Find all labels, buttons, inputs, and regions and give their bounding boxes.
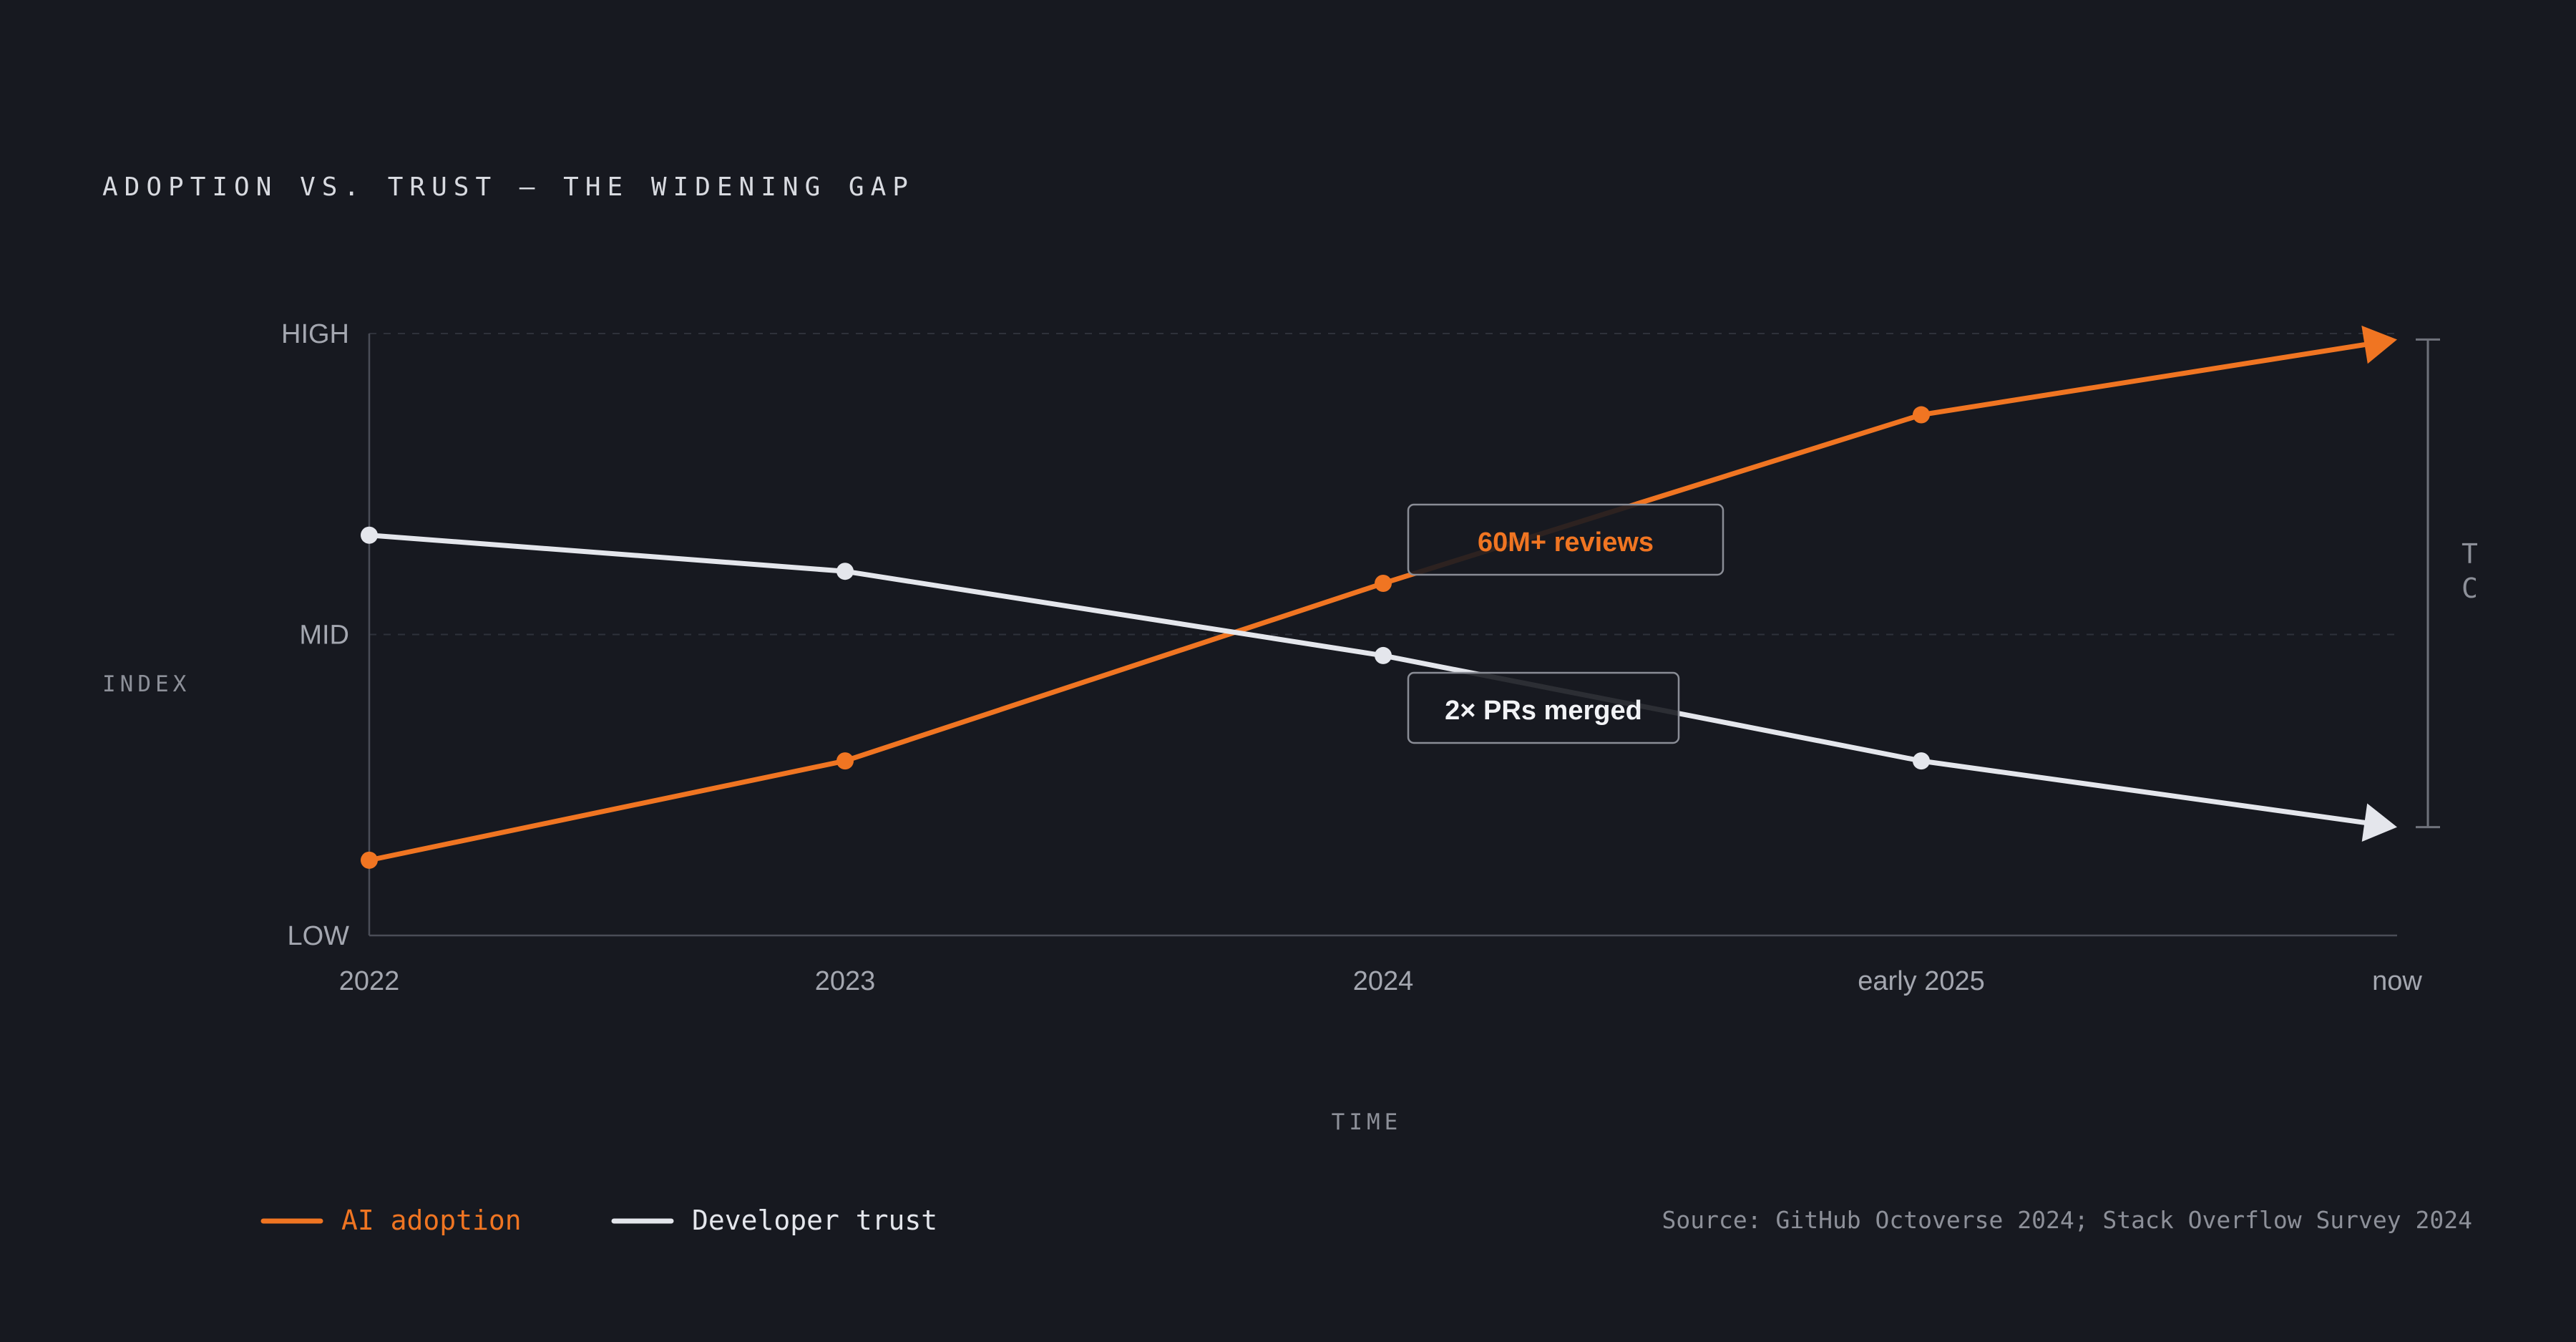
x-tick-label: 2022: [339, 966, 400, 996]
data-point: [361, 526, 378, 544]
annotation-label: 2× PRs merged: [1445, 696, 1642, 726]
legend: AI adoption Developer trust: [260, 1205, 937, 1236]
legend-item-adoption: AI adoption: [260, 1205, 522, 1236]
x-tick-label: 2023: [815, 966, 876, 996]
x-axis-label: TIME: [1332, 1109, 1402, 1135]
data-point: [1913, 752, 1930, 770]
x-tick-label: 2024: [1353, 966, 1414, 996]
gridlines: [369, 333, 2397, 636]
series-arrowhead: [2361, 803, 2397, 842]
chart-title: ADOPTION VS. TRUST — THE WIDENING GAP: [102, 172, 914, 202]
y-tick-label: MID: [299, 621, 349, 651]
series-trust: [361, 526, 2397, 842]
series-arrowhead: [2361, 325, 2397, 364]
x-tick-label: early 2025: [1858, 966, 1984, 996]
y-tick-label: LOW: [287, 921, 349, 951]
data-point: [836, 752, 854, 770]
legend-label: AI adoption: [341, 1205, 522, 1236]
annotation-box: [1407, 503, 1724, 576]
axes: [368, 334, 2397, 937]
bracket-label: T: [2462, 538, 2478, 570]
data-point: [1913, 406, 1930, 424]
bracket-label: C: [2462, 573, 2478, 604]
y-tick-labels: LOW MID HIGH: [281, 319, 349, 951]
annotation-box: [1407, 671, 1680, 744]
x-tick-labels: 2022 2023 2024 early 2025 now: [339, 966, 2423, 996]
y-tick-label: HIGH: [281, 319, 349, 349]
annotation-trust: 2× PRs merged: [1407, 671, 1680, 744]
gap-bracket: TC: [2416, 338, 2478, 829]
annotation-label: 60M+ reviews: [1478, 527, 1654, 558]
data-point: [361, 851, 378, 869]
data-point: [836, 563, 854, 580]
data-point: [1375, 646, 1392, 664]
series: [361, 325, 2397, 869]
source-note: Source: GitHub Octoverse 2024; Stack Ove…: [1662, 1206, 2472, 1234]
legend-item-trust: Developer trust: [611, 1205, 937, 1236]
x-tick-label: now: [2372, 966, 2422, 996]
legend-label: Developer trust: [692, 1205, 937, 1236]
annotation-adoption: 60M+ reviews: [1407, 503, 1724, 576]
y-axis-label: INDEX: [102, 671, 190, 697]
series-adoption: [361, 325, 2397, 869]
data-point: [1375, 575, 1392, 593]
